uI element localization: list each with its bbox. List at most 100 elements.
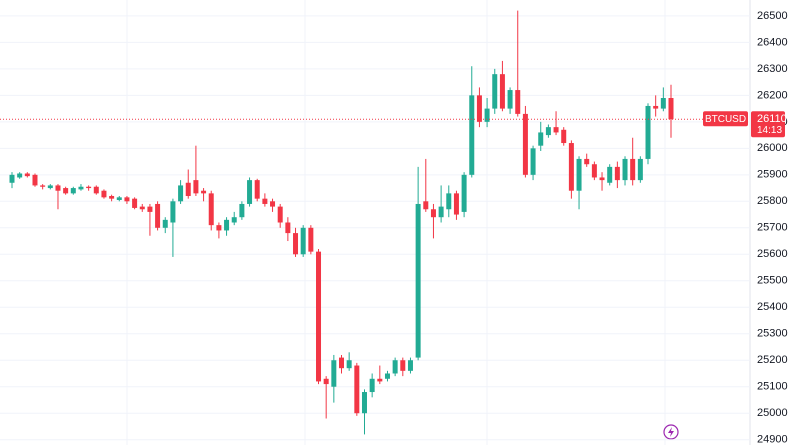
candle-body xyxy=(63,188,69,194)
y-tick-label: 25200 xyxy=(757,354,788,366)
candle-body xyxy=(384,373,390,379)
y-tick-label: 25800 xyxy=(757,195,788,207)
y-tick-label: 26200 xyxy=(757,89,788,101)
candle-body xyxy=(377,378,383,382)
candle-body xyxy=(277,206,283,223)
candle-body xyxy=(346,360,352,369)
candle-body xyxy=(331,360,337,387)
candle-body xyxy=(622,158,628,181)
y-tick-label: 25900 xyxy=(757,169,788,181)
lightning-icon[interactable] xyxy=(663,424,679,440)
candle-body xyxy=(70,188,76,194)
candle-body xyxy=(216,225,222,231)
candle-body xyxy=(415,203,421,358)
candle-body xyxy=(124,197,130,202)
candle-body xyxy=(208,193,214,226)
candle-body xyxy=(78,186,84,190)
y-tick-label: 26300 xyxy=(757,63,788,75)
candle-body xyxy=(270,201,276,207)
candle-body xyxy=(446,193,452,210)
candle-body xyxy=(254,180,260,199)
candle-body xyxy=(407,360,413,371)
candle-body xyxy=(147,206,153,212)
candle-body xyxy=(93,186,99,194)
candle-body xyxy=(32,174,38,186)
y-tick-label: 25600 xyxy=(757,248,788,260)
candle-body xyxy=(239,203,245,218)
y-tick-label: 25000 xyxy=(757,407,788,419)
candle-body xyxy=(568,143,574,191)
candle-body xyxy=(316,251,322,382)
candle-body xyxy=(576,158,582,191)
candle-body xyxy=(17,173,23,178)
candle-body xyxy=(538,132,544,146)
candle-body xyxy=(339,357,344,369)
candle-body xyxy=(101,190,107,198)
y-tick-label: 26500 xyxy=(757,10,788,22)
candle-body xyxy=(607,166,613,183)
candle-body xyxy=(614,166,620,181)
y-tick-label: 26400 xyxy=(757,36,788,48)
symbol-label-bg xyxy=(703,111,748,127)
y-tick-label: 25300 xyxy=(757,328,788,340)
candle-body xyxy=(522,113,528,175)
candle-body xyxy=(515,90,521,114)
candle-body xyxy=(231,217,237,223)
candle-body xyxy=(499,74,505,109)
candle-body xyxy=(400,360,406,371)
candle-body xyxy=(599,177,605,181)
candle-body xyxy=(492,74,498,109)
candle-body xyxy=(162,219,168,228)
candle-body xyxy=(293,233,299,255)
price-label: 26110 xyxy=(757,113,787,125)
countdown-label: 14:13 xyxy=(757,125,782,136)
y-tick-label: 26000 xyxy=(757,142,788,154)
candle-body xyxy=(453,193,459,215)
candle-body xyxy=(361,392,367,414)
candle-body xyxy=(155,203,161,228)
candle-body xyxy=(86,186,92,189)
candle-body xyxy=(668,98,674,120)
candle-body xyxy=(507,90,513,109)
candle-body xyxy=(660,98,666,109)
candle-body xyxy=(285,222,291,234)
candle-body xyxy=(47,185,53,189)
candle-body xyxy=(461,174,467,212)
candle-body xyxy=(262,198,268,204)
candle-body xyxy=(637,158,643,181)
y-tick-label: 25400 xyxy=(757,301,788,313)
candle-body xyxy=(354,365,360,414)
candle-body xyxy=(469,95,475,175)
candle-body xyxy=(116,197,122,200)
candle-body xyxy=(178,185,184,202)
candle-body xyxy=(139,206,145,210)
symbol-label: BTCUSD xyxy=(705,114,746,125)
candle-body xyxy=(438,206,444,218)
candle-body xyxy=(109,196,115,199)
price-label-bg xyxy=(751,111,785,138)
candle-body xyxy=(193,180,199,194)
candle-body xyxy=(9,174,15,183)
candle-body xyxy=(170,201,176,223)
candle-body xyxy=(561,129,567,144)
candle-body xyxy=(132,198,138,208)
y-tick-label: 25700 xyxy=(757,222,788,234)
y-tick-label: 25500 xyxy=(757,275,788,287)
candle-body xyxy=(645,105,651,159)
candle-body xyxy=(430,209,436,218)
candle-body xyxy=(247,180,253,204)
candle-body xyxy=(300,227,306,255)
candle-body xyxy=(224,219,230,231)
candle-body xyxy=(185,182,191,197)
candle-body xyxy=(591,164,597,178)
candle-body xyxy=(24,173,30,177)
candle-body xyxy=(530,148,536,175)
candle-body xyxy=(584,158,590,165)
candle-body xyxy=(545,127,551,136)
candle-body xyxy=(553,127,559,133)
candle-body xyxy=(308,227,314,252)
candle-body xyxy=(653,105,659,109)
candle-body xyxy=(476,95,482,122)
time-grid xyxy=(126,0,666,445)
